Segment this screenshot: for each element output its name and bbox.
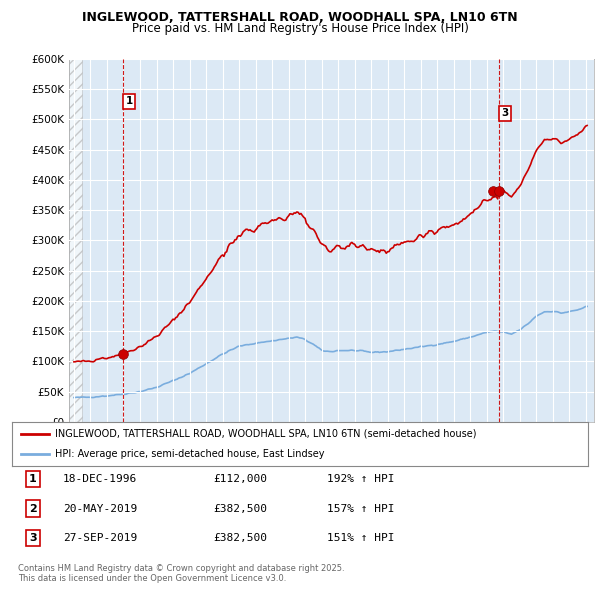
Text: 157% ↑ HPI: 157% ↑ HPI: [327, 504, 395, 513]
Text: £112,000: £112,000: [213, 474, 267, 484]
Text: INGLEWOOD, TATTERSHALL ROAD, WOODHALL SPA, LN10 6TN (semi-detached house): INGLEWOOD, TATTERSHALL ROAD, WOODHALL SP…: [55, 429, 476, 439]
Text: Price paid vs. HM Land Registry's House Price Index (HPI): Price paid vs. HM Land Registry's House …: [131, 22, 469, 35]
Text: 3: 3: [29, 533, 37, 543]
Text: 2: 2: [29, 504, 37, 513]
Text: £382,500: £382,500: [213, 504, 267, 513]
Text: 18-DEC-1996: 18-DEC-1996: [63, 474, 137, 484]
Text: Contains HM Land Registry data © Crown copyright and database right 2025.
This d: Contains HM Land Registry data © Crown c…: [18, 563, 344, 583]
Text: HPI: Average price, semi-detached house, East Lindsey: HPI: Average price, semi-detached house,…: [55, 449, 325, 459]
Text: 27-SEP-2019: 27-SEP-2019: [63, 533, 137, 543]
Text: 1: 1: [29, 474, 37, 484]
Text: 192% ↑ HPI: 192% ↑ HPI: [327, 474, 395, 484]
Text: INGLEWOOD, TATTERSHALL ROAD, WOODHALL SPA, LN10 6TN: INGLEWOOD, TATTERSHALL ROAD, WOODHALL SP…: [82, 11, 518, 24]
Text: 3: 3: [502, 109, 509, 119]
Text: £382,500: £382,500: [213, 533, 267, 543]
Text: 20-MAY-2019: 20-MAY-2019: [63, 504, 137, 513]
Text: 151% ↑ HPI: 151% ↑ HPI: [327, 533, 395, 543]
Bar: [69, 59, 82, 422]
Text: 1: 1: [125, 96, 133, 106]
